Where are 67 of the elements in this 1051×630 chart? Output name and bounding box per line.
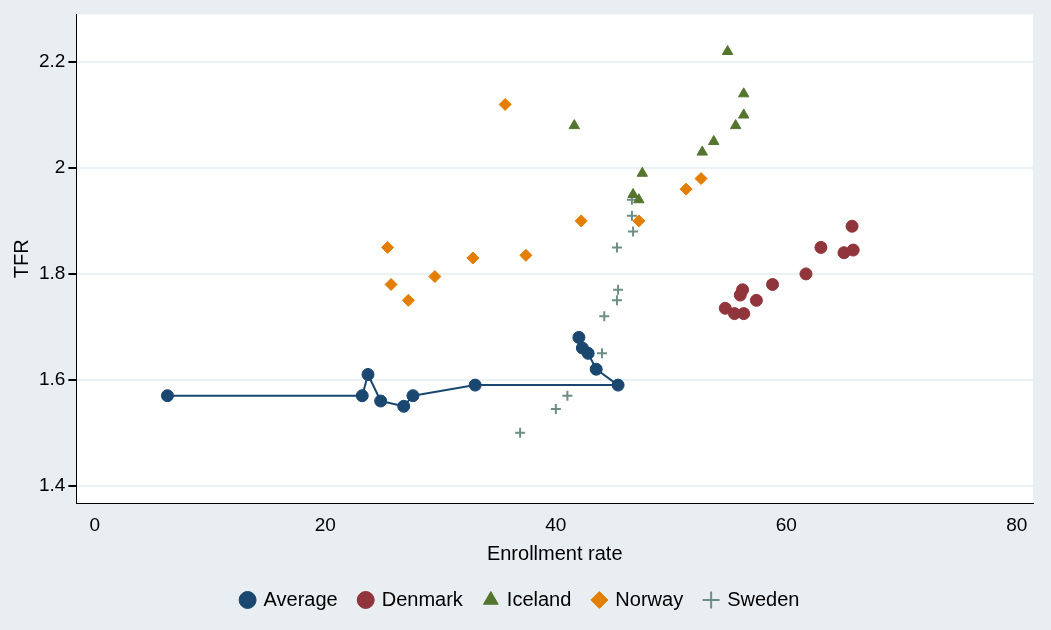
point [694,172,708,186]
point [708,135,720,145]
point [519,248,533,262]
legend-label: Sweden [727,587,800,610]
x-tick-label: 20 [314,513,336,535]
legend-label: Iceland [506,587,572,610]
point [738,108,750,119]
point [361,368,375,382]
point [561,389,574,402]
y-tick-label: 1.8 [38,262,66,284]
point [160,389,174,403]
point [406,389,420,403]
x-tick-label: 60 [775,513,797,535]
x-tick-label: 40 [545,513,567,535]
point [575,341,589,355]
point [428,270,442,284]
point [381,240,395,254]
point [846,243,860,257]
point [466,251,480,265]
point [589,362,603,376]
point [401,293,415,307]
legend-label: Average [263,587,338,610]
point [610,241,623,254]
point [568,119,580,130]
y-tick-label: 2 [54,156,66,178]
point [572,330,586,344]
point [384,277,398,291]
point [721,44,734,55]
point [633,193,645,204]
point [636,166,648,177]
legend-label: Norway [615,587,684,610]
point [845,219,859,233]
point [397,399,411,413]
point [718,301,732,315]
point [595,347,608,360]
point [374,394,388,408]
point [814,240,828,254]
legend-label: Denmark [381,587,464,610]
y-axis-title: TFR [9,239,32,279]
point [355,389,369,403]
point [729,119,742,130]
point [574,214,588,228]
point [738,87,750,98]
point [766,277,780,291]
point [625,209,638,222]
point [611,378,625,392]
x-axis-title: Enrollment rate [486,541,623,564]
x-tick-label: 0 [89,513,101,535]
point [498,97,512,111]
point [632,214,646,228]
x-tick-label: 80 [1006,513,1028,535]
point [514,426,527,439]
point [733,288,747,302]
point [612,283,625,296]
point [799,267,813,281]
point [679,182,693,196]
point [627,187,639,198]
point [598,310,611,323]
point [737,307,751,321]
point [468,378,482,392]
point [696,145,708,156]
point [627,225,640,238]
y-tick-label: 1.4 [38,473,66,495]
y-tick-label: 1.6 [38,368,66,390]
point [749,293,763,307]
point [610,294,623,307]
y-tick-label: 2.2 [38,50,66,72]
